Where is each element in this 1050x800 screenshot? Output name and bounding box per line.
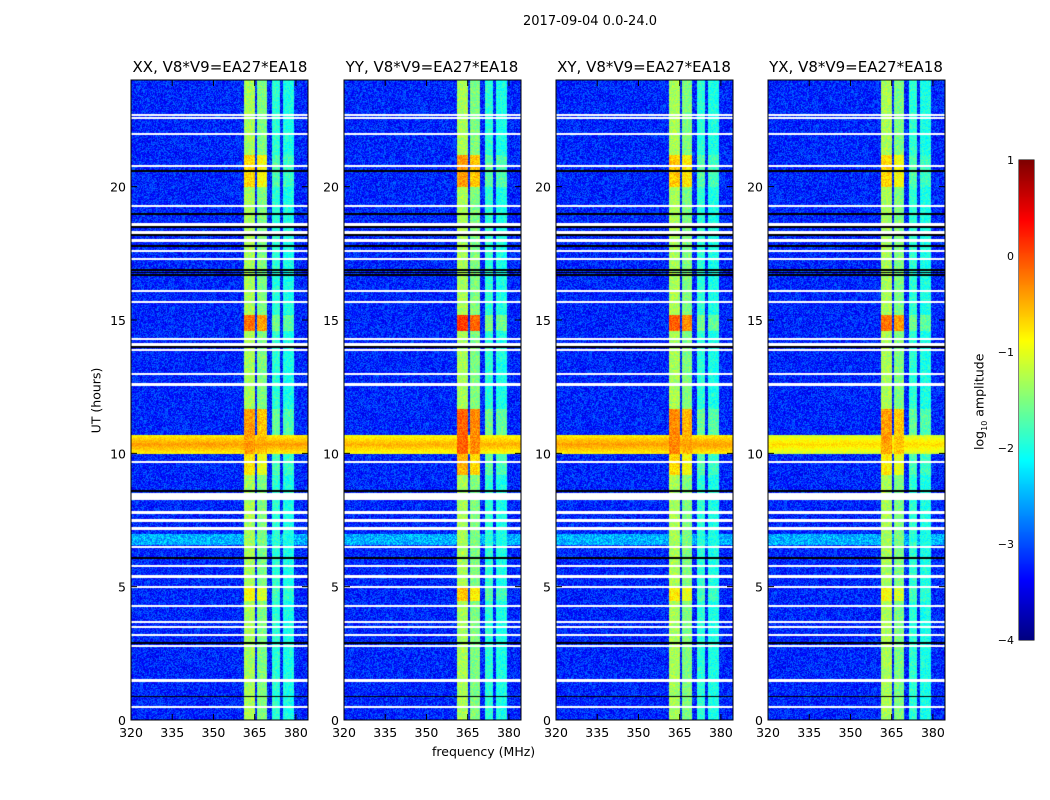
panel-frame [767, 79, 946, 721]
heatmap-yx [768, 80, 945, 720]
colorbar-tick-label: 0 [1007, 250, 1014, 263]
y-tick-label: 5 [755, 580, 763, 595]
x-tick-label: 380 [284, 725, 308, 740]
colorbar-label-sub: 10 [979, 420, 989, 431]
y-tick-label: 10 [323, 446, 339, 461]
heatmap-xx [131, 80, 308, 720]
colorbar-label-base: log [971, 430, 987, 450]
x-tick-label: 335 [585, 725, 609, 740]
y-tick-label: 20 [323, 180, 339, 195]
colorbar-tick-label: −1 [998, 346, 1014, 359]
x-tick-label: 335 [797, 725, 821, 740]
y-tick-label: 15 [747, 313, 763, 328]
x-tick-label: 380 [921, 725, 945, 740]
x-tick-label: 350 [839, 725, 863, 740]
x-tick-label: 350 [202, 725, 226, 740]
panel-title-xy: XY, V8*V9=EA27*EA18 [557, 58, 731, 76]
colorbar-tick-label: 1 [1007, 154, 1014, 167]
heatmap-xy [556, 80, 733, 720]
panel-frame [555, 79, 734, 721]
panel-frame [343, 79, 522, 721]
x-tick-label: 380 [497, 725, 521, 740]
x-tick-label: 320 [119, 725, 143, 740]
y-tick-label: 15 [110, 313, 126, 328]
panel-frame [130, 79, 309, 721]
x-tick-label: 320 [756, 725, 780, 740]
y-tick-label: 0 [543, 713, 551, 728]
x-tick-label: 335 [373, 725, 397, 740]
colorbar-tick-label: −4 [998, 634, 1014, 647]
colorbar-label: log10 amplitude [971, 342, 989, 462]
y-tick-label: 5 [118, 580, 126, 595]
colorbar [1019, 160, 1034, 640]
colorbar-label-rest: amplitude [971, 353, 987, 421]
y-tick-label: 15 [535, 313, 551, 328]
heatmap-yy [344, 80, 521, 720]
x-tick-label: 335 [160, 725, 184, 740]
y-tick-label: 5 [331, 580, 339, 595]
y-tick-label: 15 [323, 313, 339, 328]
x-tick-label: 365 [668, 725, 692, 740]
colorbar-tick-label: −3 [998, 538, 1014, 551]
x-tick-label: 365 [243, 725, 267, 740]
figure-title: 2017-09-04 0.0-24.0 [523, 14, 657, 29]
y-tick-label: 5 [543, 580, 551, 595]
y-axis-label: UT (hours) [88, 367, 104, 434]
x-tick-label: 380 [709, 725, 733, 740]
panel-title-yy: YY, V8*V9=EA27*EA18 [345, 58, 519, 76]
y-tick-label: 0 [755, 713, 763, 728]
x-tick-label: 365 [456, 725, 480, 740]
x-tick-label: 350 [415, 725, 439, 740]
y-tick-label: 10 [110, 446, 126, 461]
panel-title-xx: XX, V8*V9=EA27*EA18 [132, 58, 308, 76]
y-tick-label: 0 [118, 713, 126, 728]
y-tick-label: 10 [747, 446, 763, 461]
x-tick-label: 350 [627, 725, 651, 740]
y-tick-label: 0 [331, 713, 339, 728]
x-axis-label: frequency (MHz) [432, 744, 536, 759]
y-tick-label: 10 [535, 446, 551, 461]
y-tick-label: 20 [747, 180, 763, 195]
x-tick-label: 320 [544, 725, 568, 740]
panel-title-yx: YX, V8*V9=EA27*EA18 [769, 58, 943, 76]
y-tick-label: 20 [110, 180, 126, 195]
colorbar-tick-label: −2 [998, 442, 1014, 455]
y-tick-label: 20 [535, 180, 551, 195]
x-tick-label: 365 [880, 725, 904, 740]
x-tick-label: 320 [332, 725, 356, 740]
